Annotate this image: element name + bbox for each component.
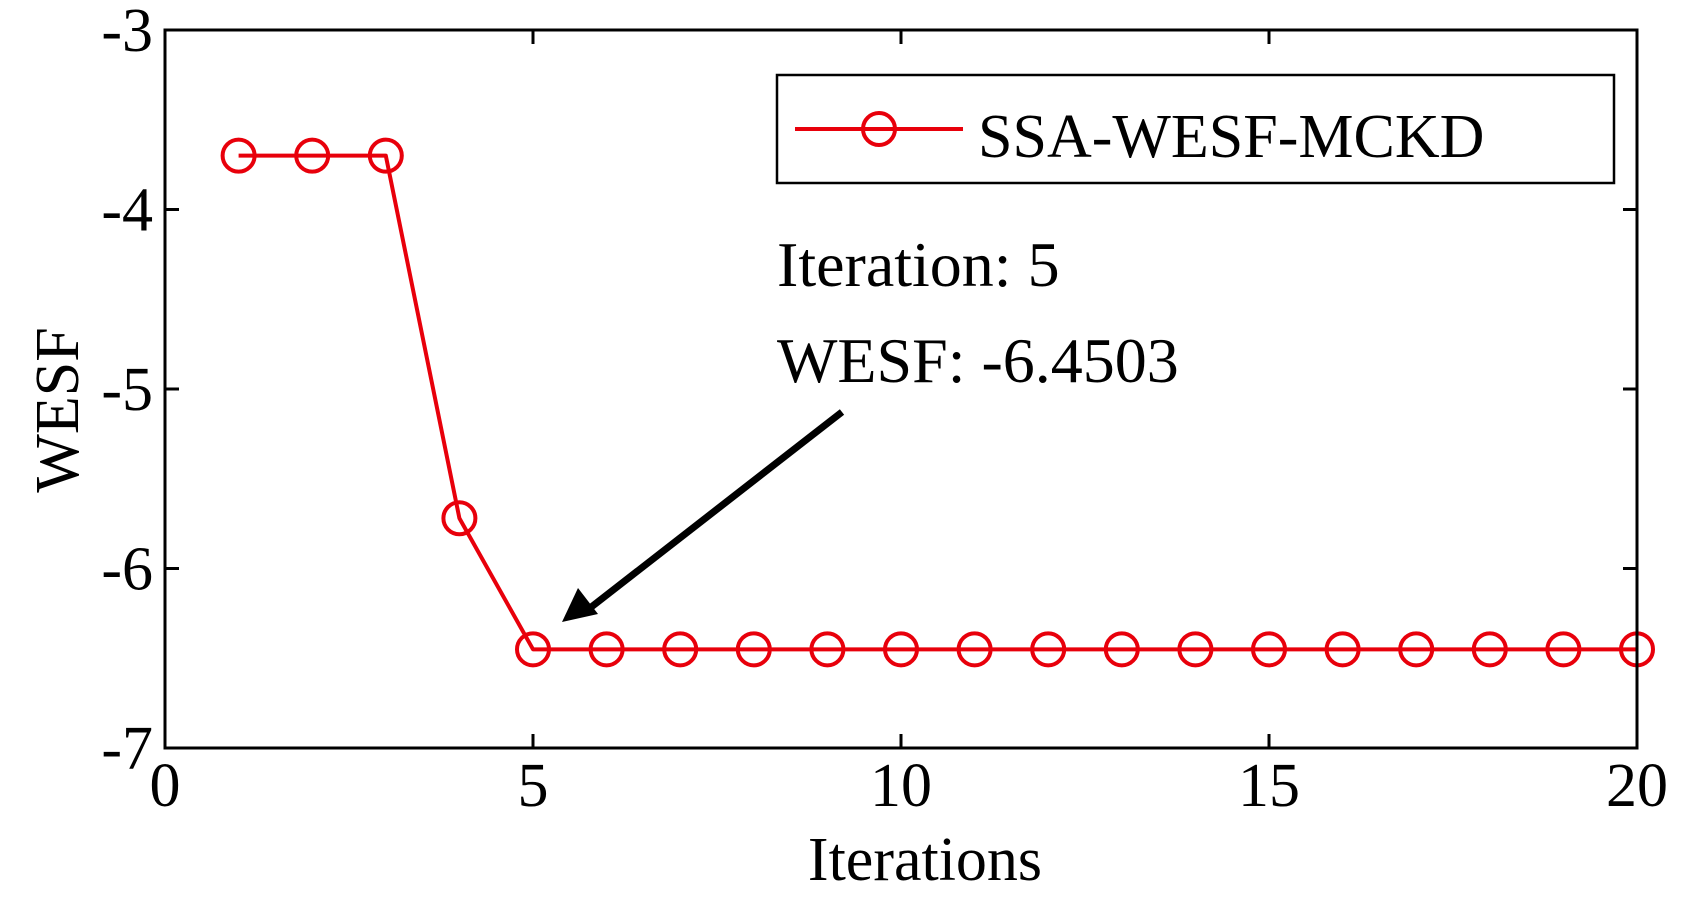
legend: SSA-WESF-MCKD: [775, 73, 1616, 185]
x-tick-label: 10: [870, 752, 932, 820]
data-point-marker: [809, 631, 846, 668]
plot-layer: 0 5 10 15 20 -3 -4 -5 -6 -7: [101, 0, 1668, 820]
data-point-marker: [1177, 631, 1214, 668]
annotation-arrow-head: [562, 588, 598, 622]
data-point-marker: [588, 631, 625, 668]
data-point-marker: [220, 137, 257, 174]
data-point-marker: [956, 631, 993, 668]
data-point-marker: [1545, 631, 1582, 668]
data-point-marker: [1103, 631, 1140, 668]
y-axis-label: WESF: [24, 327, 92, 492]
x-tick-label: 15: [1238, 752, 1300, 820]
data-point-marker: [883, 631, 919, 668]
data-point-marker: [441, 500, 478, 537]
data-point-marker: [367, 137, 404, 174]
data-point-marker: [515, 631, 551, 668]
data-point-marker: [662, 631, 699, 668]
annotation: Iteration: 5 WESF: -6.4503: [562, 229, 1179, 622]
y-tick-label: -3: [101, 0, 153, 65]
y-tick-label: -7: [101, 715, 153, 783]
series-line: [238, 153, 1637, 652]
data-point-marker: [1030, 631, 1067, 668]
annotation-arrow-shaft: [587, 409, 845, 611]
x-tick-label: 0: [150, 752, 181, 820]
legend-label: SSA-WESF-MCKD: [978, 103, 1484, 171]
x-tick-label: 5: [518, 752, 549, 820]
legend-marker-sample: [861, 111, 897, 147]
data-point-marker: [1251, 631, 1287, 668]
annotation-line-wesf: WESF: -6.4503: [777, 325, 1179, 396]
data-point-marker: [1471, 631, 1508, 668]
x-tick-label: 20: [1606, 752, 1668, 820]
y-tick-label: -4: [101, 177, 153, 245]
data-point-marker: [735, 631, 772, 668]
plot-area-frame: [163, 28, 1639, 750]
data-point-marker: [294, 137, 331, 174]
x-axis-label: Iterations: [808, 826, 1042, 894]
data-point-marker: [1398, 631, 1435, 668]
data-point-marker: [1324, 631, 1361, 668]
annotation-line-iteration: Iteration: 5: [777, 229, 1060, 300]
y-tick-label: -5: [101, 356, 153, 424]
y-tick-label: -6: [101, 536, 153, 604]
